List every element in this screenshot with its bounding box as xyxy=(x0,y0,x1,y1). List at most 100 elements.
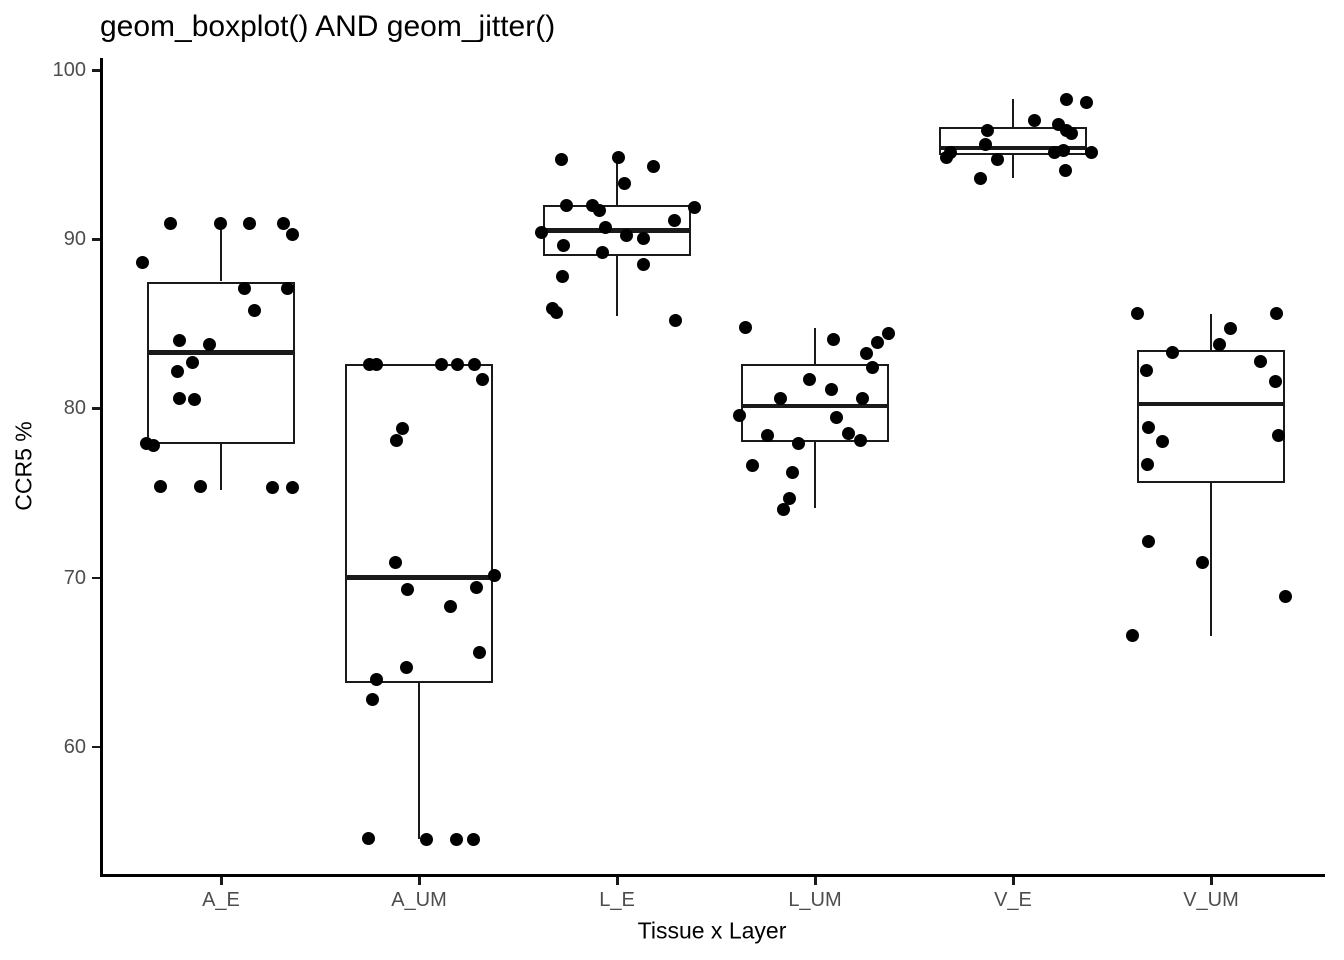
whisker-upper-V_UM xyxy=(1209,313,1213,351)
jitter-point-V_UM-10 xyxy=(1155,434,1169,448)
jitter-point-L_UM-9 xyxy=(855,391,869,405)
jitter-point-L_E-14 xyxy=(595,246,609,260)
jitter-point-L_UM-7 xyxy=(824,383,838,397)
jitter-point-L_UM-0 xyxy=(738,320,752,334)
jitter-point-A_UM-18 xyxy=(419,833,433,847)
y-tick-label-90: 90 xyxy=(63,228,86,251)
jitter-point-V_UM-8 xyxy=(1141,421,1155,435)
jitter-point-A_UM-2 xyxy=(434,357,448,371)
jitter-point-A_UM-8 xyxy=(388,555,402,569)
median-V_E xyxy=(939,145,1087,151)
jitter-point-A_UM-5 xyxy=(475,373,489,387)
jitter-point-V_UM-3 xyxy=(1212,338,1226,352)
jitter-point-L_UM-18 xyxy=(782,492,796,506)
jitter-point-A_E-8 xyxy=(247,303,261,317)
jitter-point-V_UM-15 xyxy=(1125,629,1139,643)
jitter-point-V_UM-11 xyxy=(1140,457,1154,471)
jitter-point-L_E-8 xyxy=(667,214,681,228)
jitter-point-A_UM-9 xyxy=(487,569,501,583)
jitter-point-A_E-2 xyxy=(242,217,256,231)
jitter-point-A_UM-17 xyxy=(361,831,375,845)
jitter-point-V_E-2 xyxy=(1027,114,1041,128)
jitter-point-L_UM-5 xyxy=(865,361,879,375)
jitter-point-L_E-2 xyxy=(646,159,660,173)
y-tick-80 xyxy=(92,407,100,410)
jitter-point-A_UM-4 xyxy=(467,357,481,371)
jitter-point-L_E-15 xyxy=(636,258,650,272)
jitter-point-L_UM-6 xyxy=(802,373,816,387)
jitter-point-V_UM-14 xyxy=(1278,589,1292,603)
x-tick-label-A_E: A_E xyxy=(202,888,240,911)
y-axis-title: CCR5 % xyxy=(10,421,37,511)
whisker-lower-V_UM xyxy=(1209,482,1213,636)
jitter-point-A_E-5 xyxy=(135,256,149,270)
jitter-point-A_UM-12 xyxy=(443,599,457,613)
jitter-point-A_E-1 xyxy=(213,217,227,231)
jitter-point-L_UM-4 xyxy=(859,346,873,360)
x-tick-A_UM xyxy=(418,876,421,885)
jitter-point-L_UM-14 xyxy=(853,434,867,448)
x-tick-label-L_UM: L_UM xyxy=(788,888,842,911)
jitter-point-L_UM-15 xyxy=(791,437,805,451)
jitter-point-L_E-10 xyxy=(534,225,548,239)
y-tick-100 xyxy=(92,69,100,72)
box-A_E xyxy=(147,281,295,444)
jitter-point-V_UM-7 xyxy=(1268,374,1282,388)
jitter-point-V_UM-6 xyxy=(1139,363,1153,377)
jitter-point-V_E-10 xyxy=(1047,145,1061,159)
jitter-point-V_E-7 xyxy=(978,137,992,151)
jitter-point-L_E-19 xyxy=(668,313,682,327)
jitter-point-L_E-6 xyxy=(592,203,606,217)
jitter-point-V_E-11 xyxy=(1084,145,1098,159)
jitter-point-L_E-1 xyxy=(611,150,625,164)
jitter-point-L_UM-11 xyxy=(829,411,843,425)
x-tick-label-L_E: L_E xyxy=(599,888,635,911)
jitter-point-A_E-16 xyxy=(146,439,160,453)
x-tick-V_E xyxy=(1012,876,1015,885)
whisker-upper-L_E xyxy=(615,156,619,206)
x-tick-label-A_UM: A_UM xyxy=(391,888,447,911)
jitter-point-L_E-12 xyxy=(636,231,650,245)
jitter-point-L_E-3 xyxy=(617,176,631,190)
box-V_UM xyxy=(1137,350,1285,483)
x-tick-A_E xyxy=(220,876,223,885)
jitter-point-A_E-20 xyxy=(285,481,299,495)
whisker-lower-V_E xyxy=(1011,154,1015,179)
jitter-point-A_E-12 xyxy=(170,364,184,378)
jitter-point-V_UM-0 xyxy=(1130,307,1144,321)
jitter-point-L_UM-17 xyxy=(785,466,799,480)
x-tick-label-V_E: V_E xyxy=(994,888,1032,911)
y-tick-label-100: 100 xyxy=(52,59,86,81)
x-tick-L_UM xyxy=(814,876,817,885)
jitter-point-V_E-1 xyxy=(1079,95,1093,109)
x-tick-label-V_UM: V_UM xyxy=(1183,888,1239,911)
jitter-point-A_E-11 xyxy=(185,356,199,370)
jitter-point-L_UM-8 xyxy=(773,391,787,405)
x-axis-line xyxy=(100,873,1325,877)
whisker-upper-L_UM xyxy=(813,328,817,365)
whisker-lower-L_UM xyxy=(813,442,817,509)
whisker-lower-A_UM xyxy=(417,682,421,839)
jitter-point-A_UM-3 xyxy=(450,357,464,371)
jitter-point-A_E-19 xyxy=(265,481,279,495)
jitter-point-V_UM-1 xyxy=(1269,307,1283,321)
jitter-point-V_UM-13 xyxy=(1195,555,1209,569)
jitter-point-V_UM-12 xyxy=(1141,534,1155,548)
jitter-point-V_UM-4 xyxy=(1165,346,1179,360)
median-V_UM xyxy=(1137,401,1285,407)
y-tick-90 xyxy=(92,238,100,241)
jitter-point-L_UM-2 xyxy=(826,332,840,346)
whisker-lower-L_E xyxy=(615,256,619,317)
whisker-upper-A_E xyxy=(219,223,223,282)
x-tick-L_E xyxy=(616,876,619,885)
jitter-point-V_E-13 xyxy=(990,153,1004,167)
jitter-point-L_UM-13 xyxy=(760,428,774,442)
jitter-point-L_E-0 xyxy=(554,153,568,167)
jitter-point-A_UM-13 xyxy=(472,645,486,659)
jitter-point-A_E-0 xyxy=(163,217,177,231)
y-tick-label-70: 70 xyxy=(63,566,86,589)
whisker-upper-V_E xyxy=(1011,98,1015,127)
jitter-point-L_UM-1 xyxy=(881,327,895,341)
jitter-point-A_UM-1 xyxy=(369,357,383,371)
jitter-point-A_UM-15 xyxy=(369,672,383,686)
